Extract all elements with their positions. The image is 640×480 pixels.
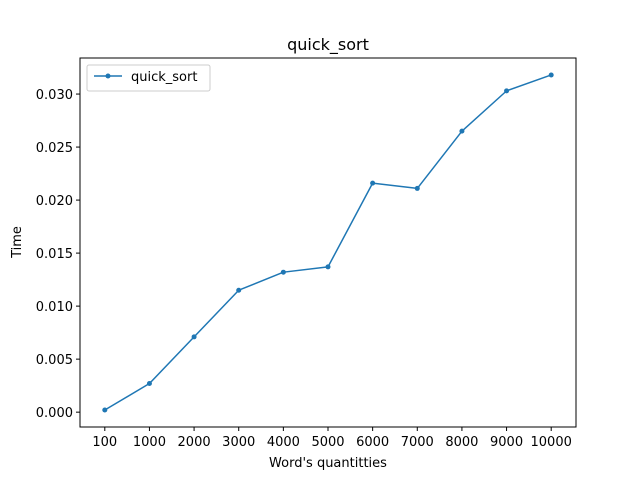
x-tick-label: 3000 (222, 435, 255, 450)
plot-area (102, 72, 554, 413)
y-tick-label: 0.030 (36, 88, 73, 103)
data-point (146, 381, 152, 387)
data-point (236, 287, 242, 293)
data-point (504, 88, 510, 94)
x-tick-label: 1000 (133, 435, 166, 450)
data-point (370, 180, 376, 186)
x-tick-label: 4000 (267, 435, 300, 450)
y-tick-label: 0.010 (36, 300, 73, 315)
data-point (414, 185, 420, 191)
x-tick-label: 100 (92, 435, 117, 450)
legend-label: quick_sort (131, 70, 197, 85)
x-tick-label: 5000 (311, 435, 344, 450)
legend: quick_sort (86, 64, 211, 92)
data-point (280, 269, 286, 275)
y-axis: 0.000 0.005 0.010 0.015 0.020 0.025 0.030 (36, 88, 80, 421)
chart-title: quick_sort (287, 35, 369, 55)
data-point (102, 407, 108, 413)
y-axis-label: Time (10, 226, 25, 259)
x-tick-label: 8000 (445, 435, 478, 450)
y-tick-label: 0.015 (36, 247, 73, 262)
x-tick-label: 9000 (490, 435, 523, 450)
x-tick-label: 10000 (531, 435, 572, 450)
data-point (325, 264, 331, 270)
x-tick-label: 2000 (178, 435, 211, 450)
x-tick-label: 6000 (356, 435, 389, 450)
data-point (459, 128, 465, 134)
y-tick-label: 0.005 (36, 353, 73, 368)
x-axis-label: Word's quantitties (269, 456, 387, 471)
data-point (191, 334, 197, 340)
legend-marker-swatch (105, 73, 111, 79)
x-axis: 100 1000 2000 3000 4000 5000 6000 7000 8000 9000 1… (92, 427, 572, 450)
data-point (548, 72, 554, 78)
y-tick-label: 0.020 (36, 194, 73, 209)
x-tick-label: 7000 (401, 435, 434, 450)
y-tick-label: 0.025 (36, 141, 73, 156)
y-tick-label: 0.000 (36, 406, 73, 421)
legend-box (86, 64, 211, 92)
